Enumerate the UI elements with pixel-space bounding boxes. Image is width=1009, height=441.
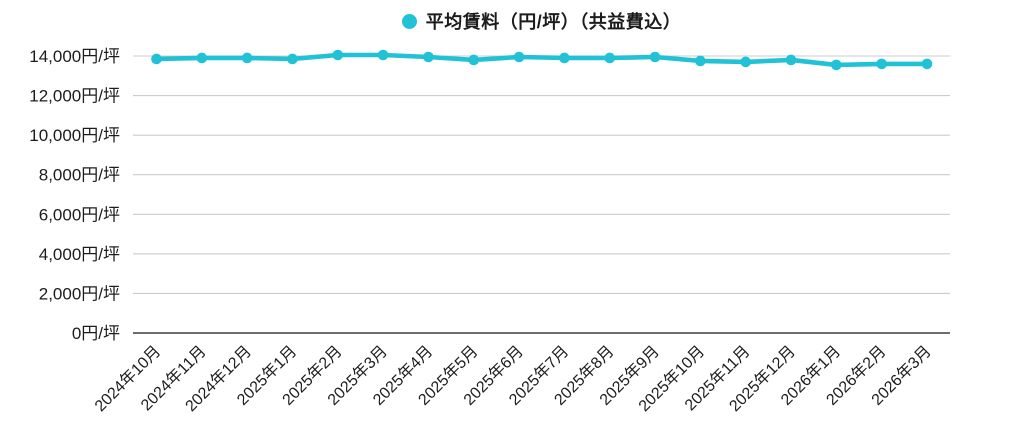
y-tick-label: 10,000円/坪 (29, 126, 120, 145)
data-point[interactable] (332, 49, 344, 61)
data-point[interactable] (513, 51, 525, 63)
y-tick-label: 2,000円/坪 (39, 284, 120, 303)
data-point[interactable] (604, 52, 616, 64)
data-point[interactable] (423, 51, 434, 63)
data-point[interactable] (921, 58, 933, 70)
data-point[interactable] (559, 52, 570, 64)
y-tick-label: 0円/坪 (72, 324, 120, 343)
data-point[interactable] (649, 51, 661, 63)
chart-legend: 平均賃料（円/坪）（共益費込） (133, 8, 950, 34)
legend-item-average-rent[interactable]: 平均賃料（円/坪）（共益費込） (401, 8, 682, 34)
legend-marker-icon (401, 13, 417, 29)
y-tick-label: 8,000円/坪 (39, 166, 120, 185)
data-point[interactable] (695, 55, 706, 67)
data-point[interactable] (287, 53, 298, 65)
y-tick-label: 12,000円/坪 (29, 87, 120, 106)
data-point[interactable] (377, 49, 389, 61)
data-point[interactable] (876, 58, 887, 70)
legend-label: 平均賃料（円/坪）（共益費込） (425, 12, 682, 32)
data-point[interactable] (831, 59, 842, 71)
data-point[interactable] (241, 52, 253, 64)
y-tick-label: 14,000円/坪 (29, 47, 120, 66)
data-point[interactable] (151, 53, 162, 65)
data-point[interactable] (468, 54, 480, 66)
data-point[interactable] (785, 54, 797, 66)
series-line (154, 52, 930, 68)
data-point[interactable] (196, 52, 208, 64)
data-point[interactable] (740, 56, 752, 68)
y-tick-label: 4,000円/坪 (39, 245, 120, 264)
y-tick-label: 6,000円/坪 (39, 205, 120, 224)
